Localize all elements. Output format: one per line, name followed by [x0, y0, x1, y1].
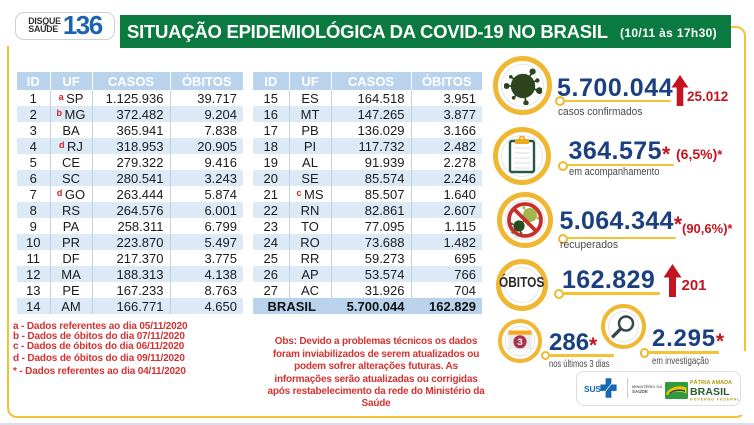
svg-text:3: 3: [517, 337, 522, 348]
